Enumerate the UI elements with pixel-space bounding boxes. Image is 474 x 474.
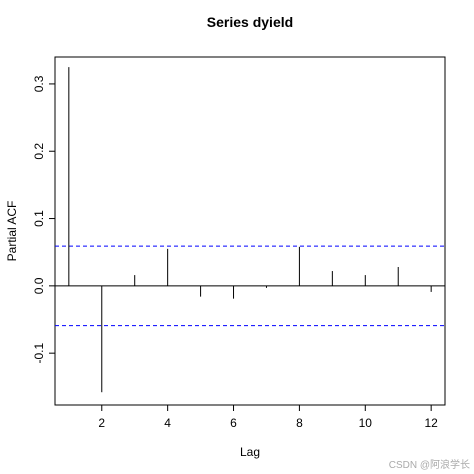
y-tick-label: -0.1 <box>32 343 46 364</box>
y-tick-label: 0.3 <box>32 75 46 92</box>
watermark: CSDN @阿浪学长 <box>389 458 470 471</box>
plot-frame <box>54 56 446 406</box>
y-tick-label: 0.2 <box>32 143 46 160</box>
y-tick-label: 0.0 <box>32 277 46 294</box>
chart-title: Series dyield <box>207 14 293 30</box>
x-tick-label: 2 <box>98 416 105 430</box>
x-tick-label: 10 <box>359 416 373 430</box>
x-axis-label: Lag <box>240 445 260 459</box>
x-tick-label: 12 <box>424 416 438 430</box>
x-tick-label: 8 <box>296 416 303 430</box>
x-tick-label: 4 <box>164 416 171 430</box>
y-axis-label: Partial ACF <box>5 201 19 262</box>
x-tick-label: 6 <box>230 416 237 430</box>
y-tick-label: 0.1 <box>32 210 46 227</box>
